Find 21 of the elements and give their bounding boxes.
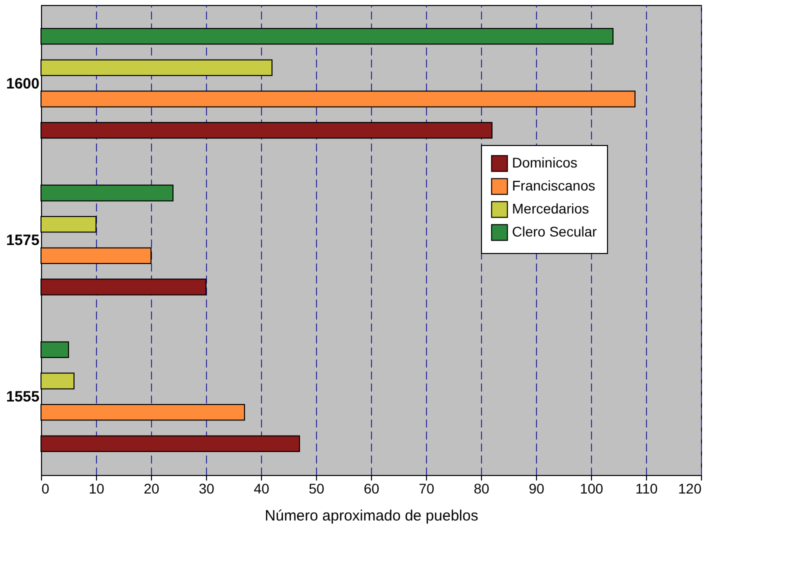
x-tick-label: 70 (418, 480, 434, 496)
x-tick-label: 100 (580, 480, 604, 496)
x-tick-label: 20 (144, 480, 160, 496)
legend-label: Mercedarios (512, 200, 590, 216)
legend-label: Clero Secular (512, 224, 598, 240)
x-tick-label: 10 (88, 480, 104, 496)
x-tick-label: 60 (364, 480, 380, 496)
y-tick-label: 1555 (6, 388, 40, 406)
x-tick-label: 90 (528, 480, 544, 496)
y-tick-label: 1575 (6, 232, 40, 249)
x-tick-label: 40 (254, 480, 270, 496)
x-tick-label: 80 (474, 480, 490, 496)
x-tick-label: 30 (198, 480, 214, 496)
x-tick-label: 0 (42, 480, 50, 496)
x-axis-title: Número aproximado de pueblos (264, 508, 478, 524)
x-tick-label: 120 (678, 480, 702, 496)
legend-label: Franciscanos (512, 178, 596, 194)
x-tick-label: 50 (308, 480, 324, 496)
y-tick-label: 1600 (6, 75, 40, 92)
x-tick-label: 110 (635, 480, 658, 496)
legend-label: Dominicos (512, 154, 578, 170)
